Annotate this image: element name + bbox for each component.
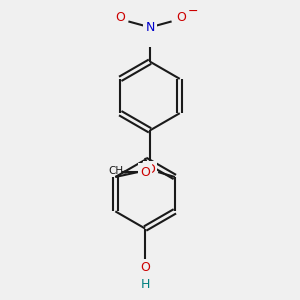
Text: N: N	[145, 21, 155, 34]
Text: CH₃: CH₃	[108, 166, 128, 176]
Text: I: I	[146, 166, 149, 178]
Text: O: O	[176, 11, 186, 24]
Text: −: −	[188, 5, 198, 18]
Text: O: O	[140, 261, 150, 274]
Text: O: O	[140, 166, 150, 178]
Text: O: O	[116, 11, 125, 24]
Text: O: O	[145, 163, 155, 176]
Text: H: H	[140, 278, 150, 291]
